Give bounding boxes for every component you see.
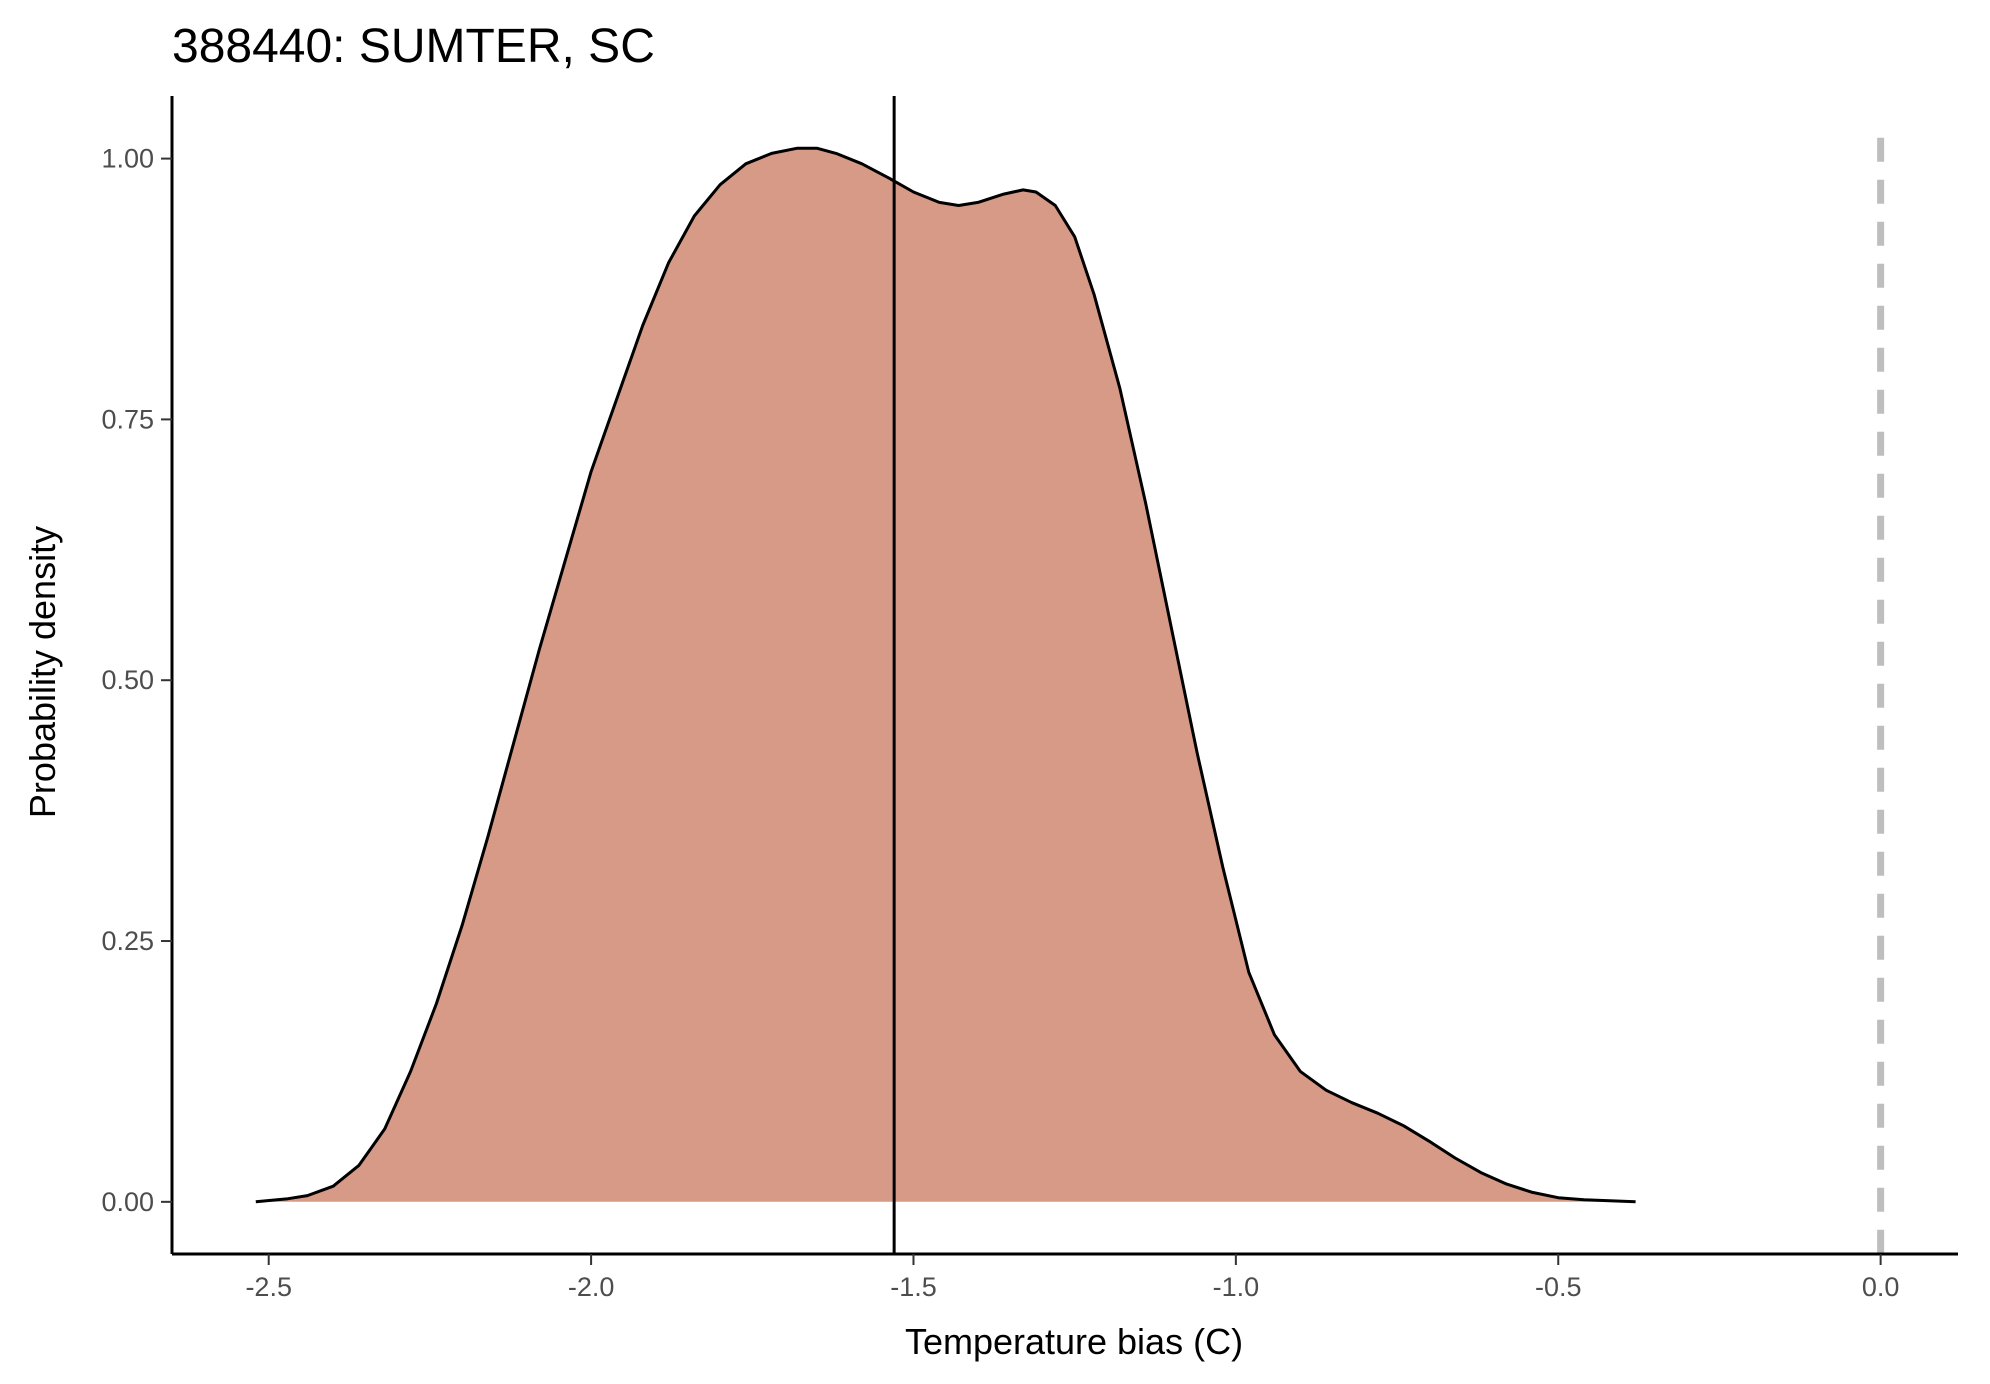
x-tick-label: -1.0	[1213, 1272, 1260, 1302]
x-tick-label: -0.5	[1535, 1272, 1582, 1302]
x-tick-label: -1.5	[890, 1272, 937, 1302]
y-tick-label: 0.75	[101, 404, 154, 434]
y-tick-label: 0.00	[101, 1187, 154, 1217]
y-tick-label: 0.50	[101, 665, 154, 695]
density-area-0	[255, 148, 1636, 1202]
x-tick-label: -2.5	[245, 1272, 292, 1302]
chart-title: 388440: SUMTER, SC	[172, 20, 655, 73]
x-axis-title: Temperature bias (C)	[905, 1321, 1243, 1362]
density-line-0	[255, 146, 1636, 1204]
x-tick-label: -2.0	[568, 1272, 615, 1302]
y-axis-title: Probability density	[22, 526, 63, 818]
y-tick-label: 1.00	[101, 144, 154, 174]
x-tick-label: 0.0	[1862, 1272, 1900, 1302]
axes: -2.5 -2.0 -1.5 -1.0 -0.5 0.0 0.00 0.25 0.50 0.75 1…	[101, 96, 1958, 1302]
plot-area	[255, 96, 1885, 1254]
y-tick-label: 0.25	[101, 926, 154, 956]
